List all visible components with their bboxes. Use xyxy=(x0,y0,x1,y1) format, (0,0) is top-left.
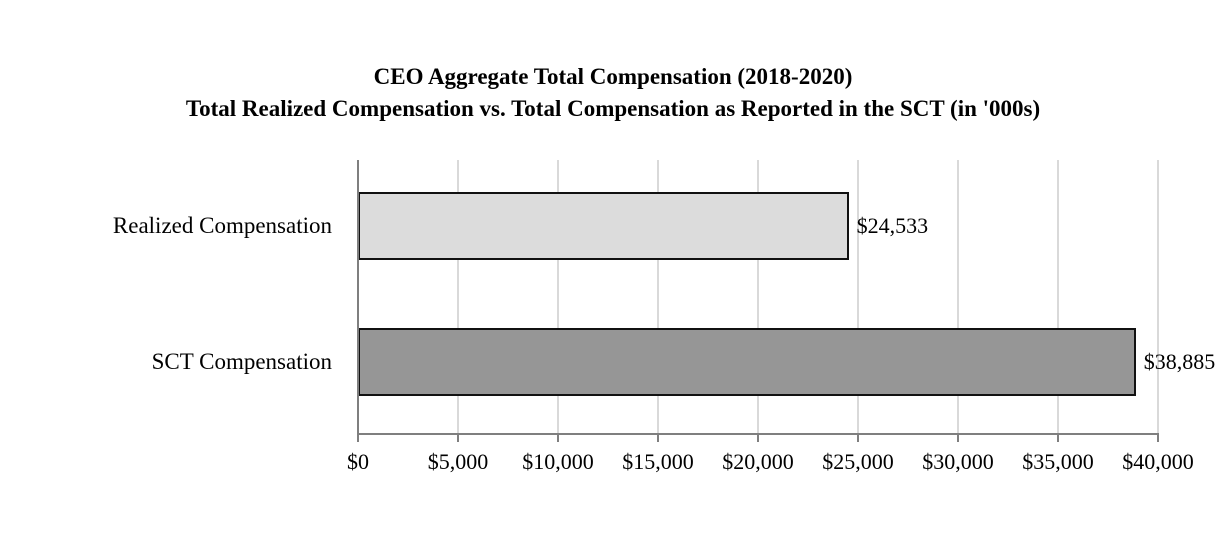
x-tick-label: $30,000 xyxy=(922,449,994,474)
gridline xyxy=(757,160,759,433)
category-label-realized-compensation: Realized Compensation xyxy=(112,213,332,238)
gridline xyxy=(457,160,459,433)
x-tick-label: $40,000 xyxy=(1122,449,1194,474)
x-tick-label: $15,000 xyxy=(622,449,694,474)
gridline xyxy=(1157,160,1159,433)
x-tick-label: $20,000 xyxy=(722,449,794,474)
x-axis-line xyxy=(357,433,1159,435)
gridline xyxy=(957,160,959,433)
bar-value-label: $38,885 xyxy=(1143,349,1216,374)
x-tick-label: $10,000 xyxy=(522,449,594,474)
plot-area: $24,533 $38,885 xyxy=(357,160,1215,442)
bar-sct-compensation xyxy=(358,328,1136,396)
chart-title-line1: CEO Aggregate Total Compensation (2018-2… xyxy=(373,64,853,89)
x-tick-label: $0 xyxy=(347,449,369,474)
axis-tick xyxy=(1057,434,1059,442)
chart-title: CEO Aggregate Total Compensation (2018-2… xyxy=(0,61,1226,125)
axis-tick xyxy=(457,434,459,442)
axis-tick xyxy=(557,434,559,442)
axis-tick xyxy=(857,434,859,442)
gridline xyxy=(657,160,659,433)
axis-tick xyxy=(1157,434,1159,442)
gridline xyxy=(557,160,559,433)
y-axis-line xyxy=(357,160,359,434)
axis-tick xyxy=(357,434,359,442)
x-tick-label: $35,000 xyxy=(1022,449,1094,474)
x-tick-label: $5,000 xyxy=(427,449,489,474)
axis-tick xyxy=(757,434,759,442)
bar-realized-compensation xyxy=(358,192,849,260)
x-tick-label: $25,000 xyxy=(822,449,894,474)
gridline xyxy=(1057,160,1059,433)
chart-title-line2: Total Realized Compensation vs. Total Co… xyxy=(185,96,1041,121)
gridline xyxy=(857,160,859,433)
axis-tick xyxy=(657,434,659,442)
axis-tick xyxy=(957,434,959,442)
bar-value-label: $24,533 xyxy=(856,213,929,238)
category-label-sct-compensation: SCT Compensation xyxy=(151,349,332,374)
